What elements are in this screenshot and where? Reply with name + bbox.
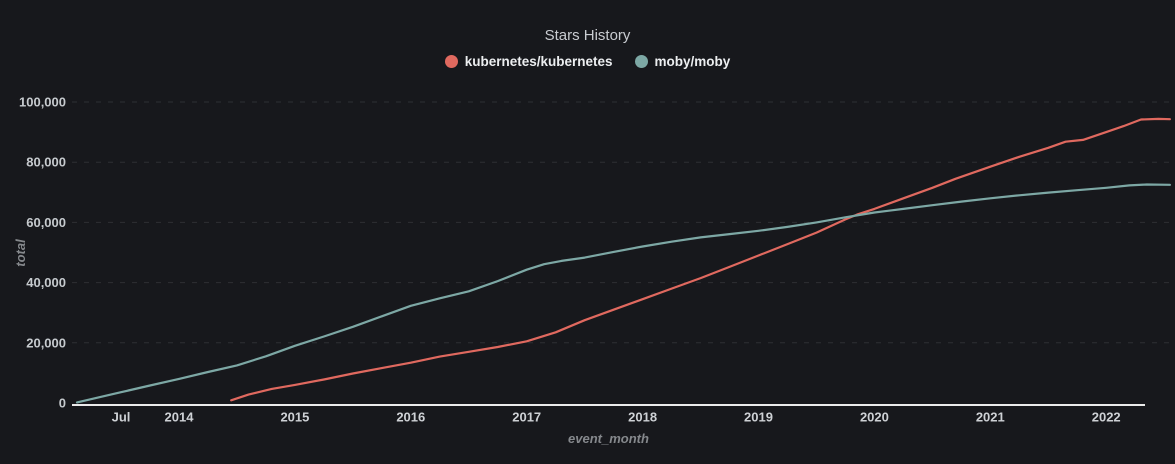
y-tick-label: 0 <box>59 396 66 411</box>
y-tick-label: 80,000 <box>26 155 66 170</box>
legend: kubernetes/kubernetes moby/moby <box>0 54 1175 69</box>
y-tick-label: 40,000 <box>26 275 66 290</box>
chart-title: Stars History <box>544 27 631 44</box>
y-axis-name: total <box>13 239 28 267</box>
x-tick-label: 2019 <box>744 410 773 425</box>
x-tick-label: 2022 <box>1092 410 1121 425</box>
legend-item-kubernetes[interactable]: kubernetes/kubernetes <box>444 54 613 69</box>
x-tick-label: 2016 <box>396 410 425 425</box>
y-tick-label: 20,000 <box>26 335 66 350</box>
x-tick-label: 2020 <box>860 410 889 425</box>
legend-item-moby[interactable]: moby/moby <box>634 54 731 69</box>
x-axis-name: event_month <box>568 431 649 446</box>
legend-swatch-moby-icon <box>634 55 648 68</box>
y-tick-label: 60,000 <box>26 215 66 230</box>
legend-label-kubernetes: kubernetes/kubernetes <box>464 54 613 69</box>
series-line-kubernetes <box>230 117 1172 402</box>
x-tick-label: 2015 <box>280 410 309 425</box>
x-tick-label: 2017 <box>512 410 541 425</box>
series-line-moby <box>75 183 1172 404</box>
x-tick-label: Jul <box>112 410 131 425</box>
legend-swatch-kubernetes-icon <box>444 55 458 68</box>
x-tick-label: 2018 <box>628 410 657 425</box>
legend-label-moby: moby/moby <box>654 54 731 69</box>
x-tick-label: 2014 <box>165 410 195 425</box>
x-tick-label: 2021 <box>976 410 1005 425</box>
y-tick-label: 100,000 <box>19 95 66 110</box>
